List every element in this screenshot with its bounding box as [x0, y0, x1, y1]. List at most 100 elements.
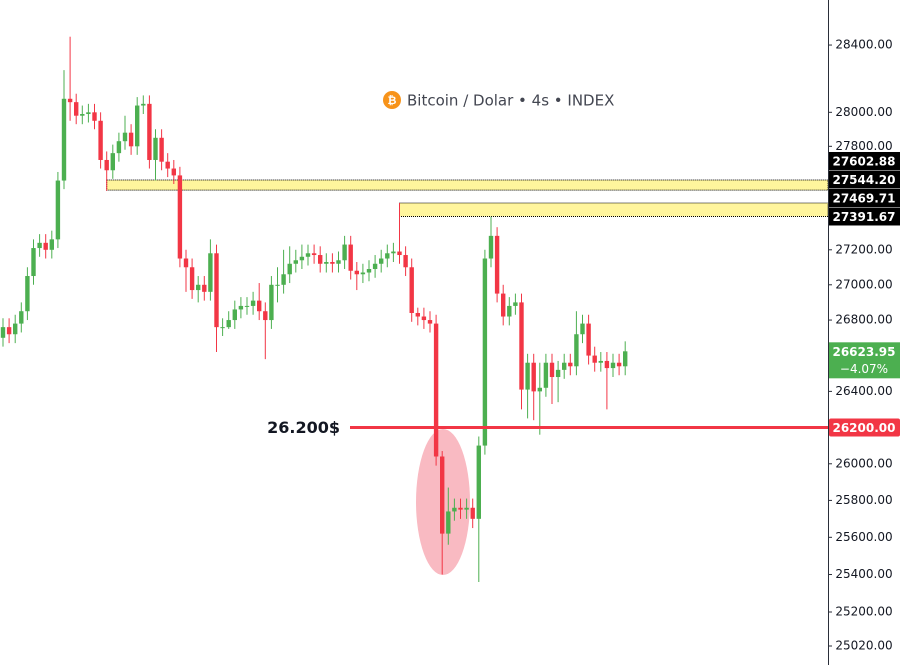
- candle-body: [128, 132, 134, 147]
- candle-body: [494, 235, 500, 294]
- candle-body: [183, 258, 189, 268]
- candle-body: [208, 253, 213, 292]
- candle-body: [74, 102, 79, 116]
- candle-body: [330, 262, 335, 264]
- candle-body: [379, 258, 384, 264]
- candles: [0, 36, 628, 582]
- candle-body: [0, 327, 6, 338]
- candle-body: [244, 305, 250, 307]
- candle-body: [549, 362, 555, 378]
- level-price-label: 26200.00: [832, 421, 895, 435]
- candle-body: [501, 293, 506, 317]
- candle-body: [354, 270, 359, 275]
- last-price-label: 26623.95: [832, 345, 895, 359]
- candle-body: [446, 511, 451, 534]
- candle-body: [372, 263, 378, 270]
- candle-body: [165, 161, 170, 169]
- candle-body: [543, 362, 549, 388]
- y-tick-label: 26800.00: [835, 313, 892, 327]
- candle-body: [55, 180, 61, 240]
- candle-body: [86, 112, 91, 115]
- candle-body: [360, 272, 366, 275]
- candle-body: [177, 175, 183, 259]
- candle-body: [324, 262, 329, 264]
- candle-body: [67, 98, 73, 103]
- candle-body: [171, 168, 176, 176]
- zone-price-box: [829, 188, 900, 207]
- candle-body: [427, 320, 433, 324]
- candle-body: [452, 507, 457, 512]
- candle-body: [226, 320, 231, 328]
- candle-body: [98, 120, 103, 160]
- candle-body: [61, 98, 67, 181]
- candle-body: [92, 112, 97, 121]
- last-price-change: −4.07%: [840, 362, 888, 376]
- candle-body: [513, 302, 518, 306]
- candle-body: [598, 360, 603, 363]
- candle-body: [269, 284, 274, 321]
- candle-body: [519, 302, 524, 390]
- candle-body: [287, 263, 292, 275]
- candle-body: [623, 351, 628, 367]
- candle-body: [250, 300, 256, 306]
- candle-body: [366, 269, 372, 273]
- zone-price-label: 27469.71: [832, 191, 895, 205]
- zone: [106, 179, 829, 191]
- candle-body: [159, 137, 164, 162]
- candle-body: [311, 253, 317, 256]
- candle-body: [488, 235, 494, 259]
- candle-body: [104, 159, 109, 171]
- zone-price-box: [829, 207, 900, 226]
- y-tick-label: 25800.00: [835, 493, 892, 507]
- candle-body: [616, 362, 622, 367]
- zone-price-box: [829, 151, 900, 170]
- zone-price-label: 27544.20: [832, 173, 895, 187]
- candle-body: [13, 323, 18, 335]
- candle-body: [525, 362, 530, 390]
- candle-body: [275, 284, 280, 286]
- zones: [106, 179, 829, 217]
- candle-body: [415, 312, 420, 317]
- candle-body: [189, 267, 195, 291]
- candle-body: [482, 258, 488, 446]
- zone-price-label: 27602.88: [832, 154, 895, 168]
- candle-body: [464, 507, 469, 510]
- candle-body: [147, 103, 152, 160]
- candle-body: [385, 253, 390, 259]
- candle-body: [440, 456, 445, 534]
- candle-body: [281, 274, 286, 285]
- candle-body: [476, 445, 481, 519]
- y-tick-label: 25200.00: [835, 605, 892, 619]
- candle-body: [135, 105, 140, 147]
- candle-body: [562, 362, 567, 370]
- candle-body: [263, 311, 268, 321]
- level-annotation: 26.200$: [267, 418, 340, 437]
- candle-body: [348, 244, 353, 271]
- candle-body: [122, 132, 128, 142]
- bitcoin-icon: [383, 91, 401, 109]
- y-tick-label: 27800.00: [835, 139, 892, 153]
- candle-body: [318, 255, 323, 264]
- candle-body: [31, 248, 36, 277]
- candle-body: [610, 362, 616, 369]
- zone: [399, 202, 829, 217]
- candle-body: [403, 255, 408, 268]
- candle-body: [305, 253, 311, 257]
- candle-body: [153, 137, 158, 160]
- y-tick-label: 27200.00: [835, 242, 892, 256]
- y-tick-label: 25020.00: [835, 639, 892, 653]
- candle-body: [604, 360, 610, 369]
- y-tick-label: 28000.00: [835, 105, 892, 119]
- y-tick-label: 25400.00: [835, 567, 892, 581]
- y-tick-label: 25600.00: [835, 530, 892, 544]
- candle-body: [110, 153, 115, 171]
- candle-body: [555, 369, 561, 378]
- bitcoin-icon-symbol: ₿: [388, 94, 397, 107]
- candle-body: [19, 311, 24, 324]
- candle-body: [257, 300, 262, 312]
- candle-body: [537, 387, 542, 392]
- y-tick-label: 26000.00: [835, 456, 892, 470]
- candle-body: [220, 327, 225, 329]
